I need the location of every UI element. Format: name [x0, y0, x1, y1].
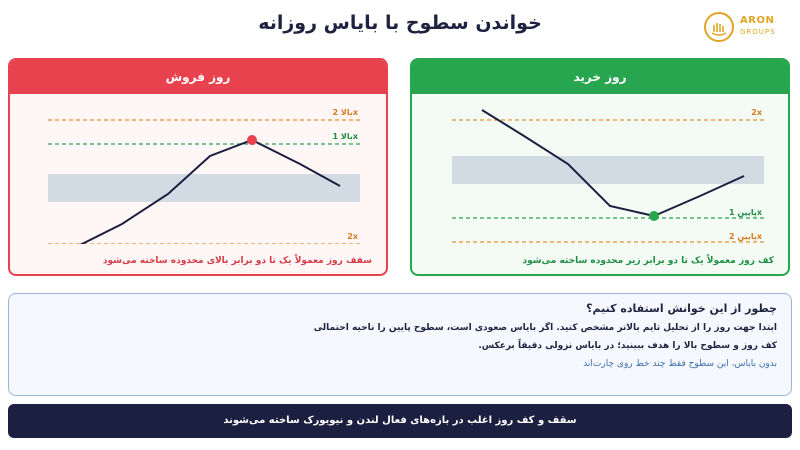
- sell-level-top1-label: بالا 1x: [333, 132, 359, 141]
- sell-price-line: [79, 138, 341, 244]
- page-title: خواندن سطوح با بایاس روزانه: [258, 12, 542, 34]
- buy-level-bottom1-label: پایین 1x: [729, 208, 763, 217]
- usage-hint: بدون بایاس، این سطوح فقط چند خط روی چارت…: [583, 359, 777, 369]
- buy-panel-header: روز خرید: [412, 60, 788, 94]
- buy-day-low-marker: [649, 211, 659, 221]
- sell-day-high-marker: [247, 135, 257, 145]
- buy-panel-note: کف روز معمولاً یک تا دو برابر زیر محدوده…: [522, 256, 774, 266]
- buy-price-line: [481, 109, 745, 218]
- logo-sub: GROUPS: [740, 28, 776, 36]
- usage-line-1: ابتدا جهت روز را از تحلیل تایم بالاتر مش…: [313, 323, 777, 333]
- sell-level-bottom2-label: 2x: [347, 232, 359, 241]
- buy-level-bottom2-label: پایین 2x: [729, 232, 763, 241]
- usage-line-2: کف روز و سطوح بالا را هدف ببینید؛ در بای…: [478, 341, 777, 351]
- sell-range-box: [48, 174, 360, 202]
- sell-level-top2-label: بالا 2x: [333, 108, 359, 117]
- buy-day-panel: روز خرید 2x پایین 1x پایین 2x کف روز معم…: [410, 58, 790, 276]
- logo: ARON GROUPS: [704, 12, 794, 48]
- sell-day-panel: روز فروش بالا 2x بالا 1x 2x سقف روز معمو…: [8, 58, 388, 276]
- logo-name: ARON: [740, 15, 775, 26]
- sell-day-diagram: بالا 2x بالا 1x 2x: [48, 108, 360, 244]
- usage-box: چطور از این خوانش استفاده کنیم؟ ابتدا جه…: [8, 293, 792, 396]
- usage-title: چطور از این خوانش استفاده کنیم؟: [586, 302, 777, 315]
- buy-day-diagram: 2x پایین 1x پایین 2x: [452, 108, 764, 243]
- buy-range-box: [452, 156, 764, 184]
- buy-level-top2-label: 2x: [751, 108, 763, 117]
- logo-emblem-icon: [704, 12, 734, 42]
- sell-panel-note: سقف روز معمولاً یک تا دو برابر بالای محد…: [102, 256, 372, 266]
- sell-panel-header: روز فروش: [10, 60, 386, 94]
- footer-banner: سقف و کف روز اغلب در بازه‌های فعال لندن …: [8, 404, 792, 438]
